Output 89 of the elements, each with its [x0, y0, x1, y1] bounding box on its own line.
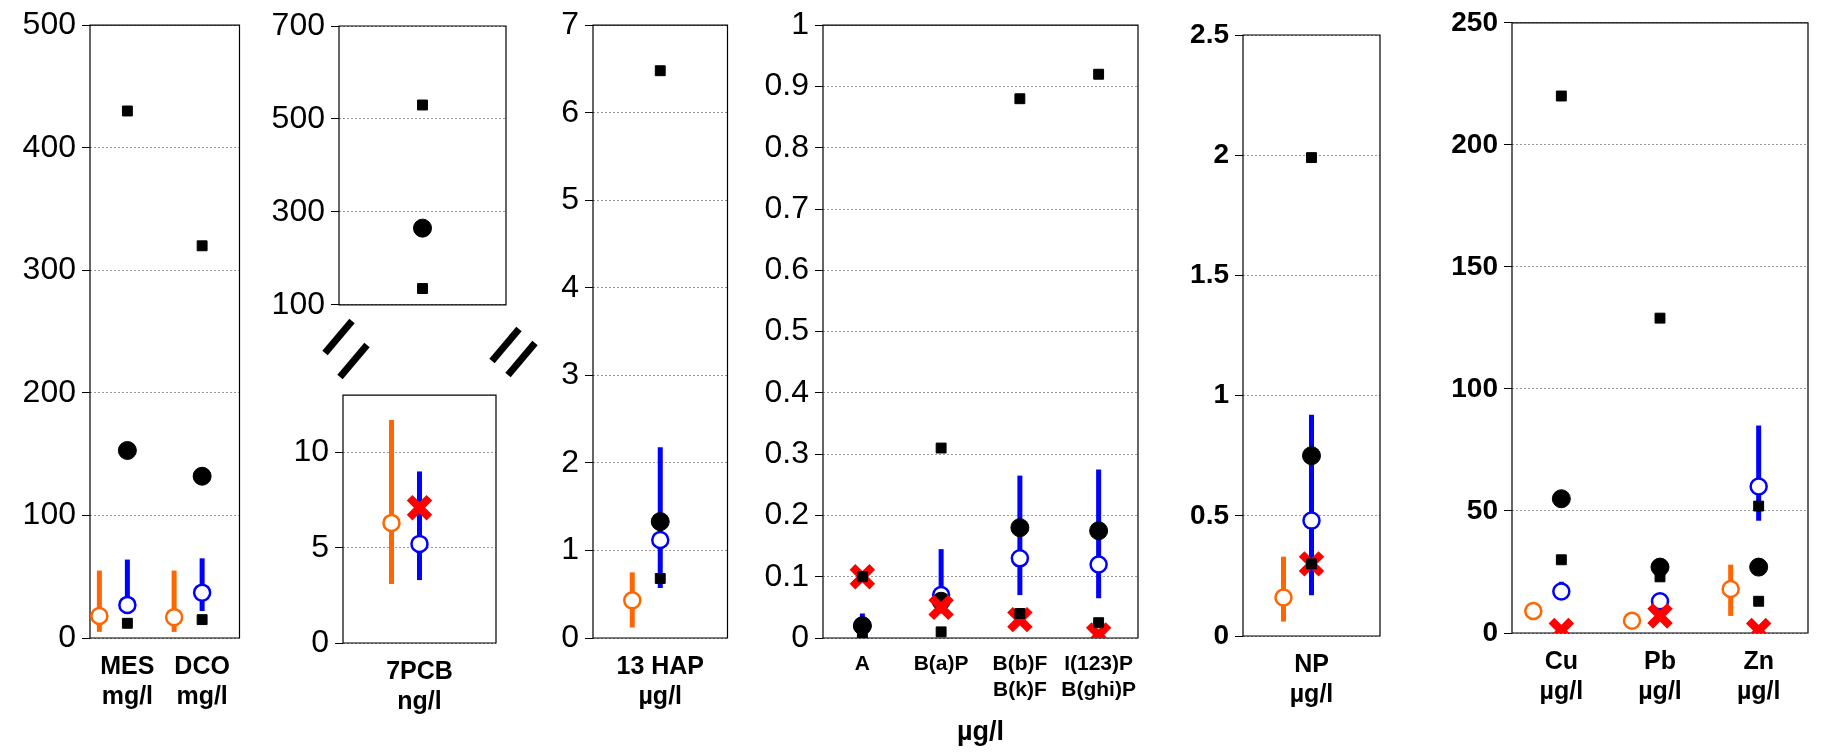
point: [196, 614, 208, 626]
point: [935, 442, 947, 454]
y-tick-label: 1: [791, 5, 809, 42]
x-tick-label: I(123)P B(ghi)P: [1061, 651, 1136, 700]
point: [1749, 477, 1768, 496]
x-tick-label: 13 HAP µg/l: [616, 650, 705, 709]
y-tick-label: 1: [1213, 378, 1229, 410]
point: [1753, 500, 1765, 512]
point: [1014, 608, 1026, 619]
point: [1552, 582, 1571, 601]
x-tick-label: NP µg/l: [1289, 648, 1334, 707]
x-tick-label: Zn µg/l: [1736, 645, 1781, 704]
point: [856, 571, 868, 583]
y-tick-label: 0.2: [764, 495, 809, 532]
point: [1654, 312, 1666, 324]
point: [121, 617, 133, 629]
y-tick-label: 2.5: [1190, 17, 1229, 49]
y-tick-label: 0: [1213, 618, 1229, 650]
y-tick-label: 0.4: [764, 372, 809, 409]
y-tick-label: 0.5: [764, 311, 809, 348]
point: [1093, 617, 1105, 629]
y-tick-label: 0.6: [764, 250, 809, 287]
y-tick-label: 0.7: [764, 188, 809, 225]
y-tick-label: 0.3: [764, 433, 809, 470]
point: [1555, 90, 1567, 102]
x-tick-label: B(a)P: [913, 651, 969, 675]
point: [1089, 521, 1109, 541]
point: [1010, 518, 1030, 538]
point: [1749, 557, 1769, 577]
x-axis-title: µg/l: [956, 716, 1005, 747]
point: [1005, 605, 1034, 634]
x-tick-label: 7PCB ng/l: [386, 655, 453, 714]
y-tick-label: 200: [22, 372, 76, 409]
point: [1010, 549, 1030, 568]
y-tick-label: 4: [561, 267, 579, 304]
point: [1753, 595, 1765, 607]
x-tick-label: Pb µg/l: [1638, 645, 1682, 704]
y-tick-label: 0: [561, 617, 579, 654]
y-tick-label: 0.5: [1190, 498, 1229, 530]
y-tick-label: 0: [791, 617, 809, 654]
y-tick-label: 700: [271, 5, 325, 42]
y-tick-label: 100: [271, 284, 325, 321]
y-tick-label: 10: [293, 432, 329, 469]
y-tick-label: 50: [1466, 493, 1498, 525]
y-tick-label: 7: [561, 5, 579, 42]
y-tick-label: 300: [22, 250, 76, 287]
y-tick-label: 5: [561, 180, 579, 217]
y-tick-label: 1.5: [1190, 258, 1229, 290]
x-tick-label: B(b)F B(k)F: [992, 651, 1048, 700]
y-tick-label: 3: [561, 355, 579, 392]
point: [1551, 489, 1571, 509]
y-tick-label: 6: [561, 92, 579, 129]
point: [121, 105, 133, 117]
y-tick-label: 150: [1451, 249, 1498, 281]
y-tick-label: 250: [1451, 5, 1498, 37]
y-tick-label: 0: [311, 622, 329, 659]
point: [935, 626, 947, 638]
x-tick-label: A: [854, 651, 870, 675]
x-tick-label: DCO mg/l: [174, 650, 230, 709]
point: [1089, 555, 1108, 574]
point: [117, 440, 137, 460]
y-tick-label: 0.1: [764, 556, 809, 593]
point: [1014, 93, 1026, 105]
point: [848, 562, 877, 591]
y-tick-label: 0.8: [764, 127, 809, 164]
y-tick-label: 0: [58, 617, 76, 654]
y-tick-label: 400: [22, 127, 76, 164]
y-tick-label: 200: [1451, 127, 1498, 159]
point: [192, 466, 212, 486]
y-tick-label: 1: [561, 530, 579, 567]
y-tick-label: 2: [561, 442, 579, 479]
y-tick-label: 2: [1213, 137, 1229, 169]
point: [1555, 554, 1567, 566]
y-tick-label: 0: [1482, 615, 1498, 647]
point: [118, 595, 137, 615]
y-tick-label: 500: [271, 98, 325, 135]
y-tick-label: 100: [1451, 371, 1498, 403]
point: [1646, 602, 1674, 630]
y-tick-label: 0.9: [764, 66, 809, 103]
y-tick-label: 100: [22, 495, 76, 532]
y-tick-label: 5: [311, 527, 329, 564]
point: [927, 593, 956, 622]
point: [1093, 68, 1105, 80]
y-tick-label: 300: [271, 191, 325, 228]
point: [196, 240, 208, 252]
x-tick-label: Cu µg/l: [1539, 645, 1584, 704]
point: [192, 583, 212, 602]
y-tick-label: 500: [22, 5, 76, 42]
x-tick-label: MES mg/l: [100, 650, 155, 709]
